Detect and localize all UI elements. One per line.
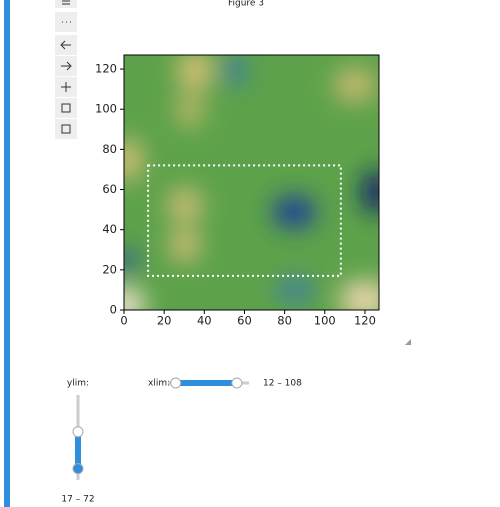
y-tick-label: 100 [95, 102, 117, 116]
icon [61, 82, 71, 92]
resize-handle[interactable] [405, 339, 411, 345]
axes: 0 20 40 60 80 100 120 0 20 40 60 80 100 120 [95, 62, 376, 328]
x-tick-label: 40 [197, 314, 212, 328]
y-tick-label: 60 [102, 182, 117, 196]
icon [61, 61, 72, 71]
y-tick-label: 20 [102, 262, 117, 276]
y-tick-label: 40 [102, 222, 117, 236]
icon [61, 103, 71, 113]
y-tick-label: 120 [95, 62, 117, 76]
x-tick-label: 60 [237, 314, 252, 328]
heatmap [124, 55, 379, 310]
x-tick-label: 0 [120, 314, 127, 328]
toolbar [55, 0, 77, 139]
y-tick-label: 0 [110, 303, 117, 317]
sliders: ylim: 17 – 72 xlim: 12 – 108 [61, 377, 302, 505]
figure-title: Figure 3 [228, 0, 264, 9]
y-tick-label: 80 [102, 142, 117, 156]
slider-value: 12 – 108 [263, 379, 302, 389]
slider-value: 17 – 72 [61, 495, 94, 505]
x-tick-label: 80 [277, 314, 292, 328]
zoom-button[interactable] [55, 98, 77, 118]
x-tick-label: 20 [157, 314, 172, 328]
x-tick-label: 120 [354, 314, 376, 328]
cell-indicator [4, 0, 10, 507]
save-button[interactable] [55, 119, 77, 139]
slider-handle[interactable] [170, 377, 182, 389]
axes-frame [123, 54, 380, 311]
icon [61, 124, 71, 134]
slider-label: ylim: [67, 379, 89, 389]
slider-handle[interactable] [72, 426, 84, 438]
slider-handle[interactable] [231, 377, 243, 389]
slider-label: xlim: [148, 379, 170, 389]
icon [62, 0, 70, 5]
x-tick-label: 100 [314, 314, 336, 328]
slider-handle[interactable] [72, 463, 84, 475]
icon [60, 40, 71, 50]
selection-box [147, 164, 342, 277]
